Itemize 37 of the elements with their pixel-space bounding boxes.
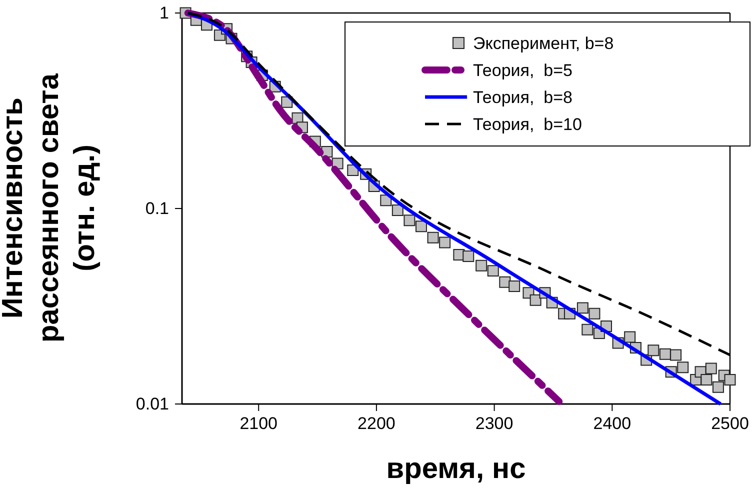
x-axis-title: время, нс (386, 453, 526, 485)
point (588, 308, 600, 320)
point (670, 349, 682, 361)
point (530, 294, 542, 306)
point (624, 331, 636, 343)
point (724, 374, 736, 386)
legend-label: Теория, b=10 (473, 115, 582, 134)
legend-label: Теория, b=5 (473, 61, 573, 80)
x-tick-label: 2200 (358, 414, 396, 434)
point (700, 374, 712, 386)
point (476, 260, 488, 272)
legend-label: Теория, b=8 (473, 88, 573, 107)
y-tick-label: 0.1 (145, 198, 169, 218)
point (499, 276, 511, 288)
point (705, 362, 717, 374)
y-axis-title: Интенсивность рассеянного света (отн. ед.) (0, 72, 101, 343)
x-tick-label: 2300 (475, 414, 514, 434)
point (659, 348, 671, 360)
x-tick-label: 2400 (593, 414, 632, 434)
point (392, 204, 404, 216)
y-tick-label: 0.01 (136, 394, 169, 414)
point (462, 250, 474, 262)
point (427, 232, 439, 244)
point (487, 265, 499, 277)
point (415, 220, 427, 232)
point (439, 236, 451, 248)
legend-label: Эксперимент, b=8 (473, 34, 614, 53)
x-tick-label: 2100 (240, 414, 278, 434)
point (508, 280, 520, 292)
point (712, 381, 724, 393)
x-tick-label: 2500 (711, 414, 749, 434)
point (648, 344, 660, 356)
point (404, 214, 416, 226)
point (677, 362, 689, 374)
point (582, 324, 594, 336)
point (576, 302, 588, 314)
y-tick-label: 1 (160, 3, 169, 22)
